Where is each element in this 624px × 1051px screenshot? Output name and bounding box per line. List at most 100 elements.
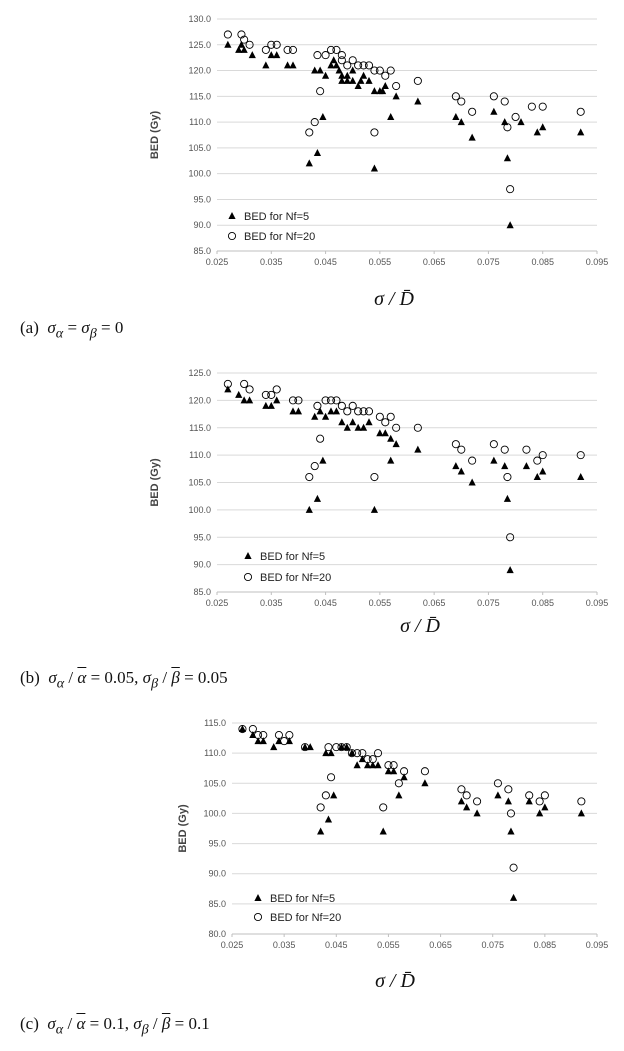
nf20-circle-point xyxy=(327,773,336,782)
legend-circle-icon xyxy=(227,231,237,241)
nf20-circle-point xyxy=(343,61,352,70)
nf5-triangle-point xyxy=(313,149,322,157)
y-tick-label: 100.0 xyxy=(188,505,211,515)
nf5-triangle-point xyxy=(473,809,481,817)
nf5-triangle-point xyxy=(259,737,267,745)
nf5-triangle-point xyxy=(273,51,281,59)
y-tick-label: 120.0 xyxy=(188,395,211,405)
y-tick-label: 110.0 xyxy=(189,117,211,127)
nf20-circle-point xyxy=(342,743,351,752)
nf5-triangle-point xyxy=(414,97,422,105)
nf5-triangle-point xyxy=(387,434,395,442)
nf5-triangle-point xyxy=(414,445,422,453)
nf5-triangle-point xyxy=(349,76,357,84)
nf5-triangle-point xyxy=(384,767,393,775)
nf5-triangle-point xyxy=(238,725,247,733)
nf20-circle-point xyxy=(280,737,289,746)
nf20-circle-point xyxy=(354,61,363,70)
y-tick-label: 85.0 xyxy=(208,899,226,909)
y-tick-label: 105.0 xyxy=(188,478,211,488)
chart-a-plot: 85.0 90.0 95.0 100.0 105.0 110.0 115.0 120.0 125… xyxy=(149,14,608,310)
nf20-circle-point xyxy=(240,379,249,389)
nf5-triangle-point xyxy=(468,478,476,486)
nf20-circle-point xyxy=(538,102,547,111)
y-tick-label: 115.0 xyxy=(189,423,211,433)
nf20-circle-point xyxy=(511,112,520,122)
nf20-circle-point xyxy=(254,731,263,740)
x-tick-label: 0.055 xyxy=(377,940,400,950)
nf5-triangle-point xyxy=(533,473,541,481)
legend-triangle-icon xyxy=(244,552,252,559)
y-tick-label: 100.0 xyxy=(188,169,211,179)
nf5-triangle-point xyxy=(316,66,324,74)
nf5-triangle-point xyxy=(321,71,330,79)
legend-label-nf5: BED for Nf=5 xyxy=(260,551,325,563)
nf20-circle-point xyxy=(368,755,377,764)
nf5-triangle-point xyxy=(289,61,297,69)
y-tick-label: 95.0 xyxy=(208,839,226,849)
chart-a-caption: (a) σα = σβ = 0 xyxy=(20,318,124,342)
nf5-triangle-point xyxy=(504,797,512,805)
nf20-circle-point xyxy=(420,767,429,776)
nf5-triangle-point xyxy=(494,791,502,799)
x-tick-label: 0.095 xyxy=(586,598,609,608)
nf5-triangle-point xyxy=(338,76,346,84)
nf5-triangle-point xyxy=(509,893,518,901)
nf20-circle-point xyxy=(240,35,249,44)
x-axis-title: σ / D̄ xyxy=(400,615,440,637)
nf5-triangle-point xyxy=(577,809,585,817)
nf5-triangle-point xyxy=(506,221,514,229)
nf5-triangle-point xyxy=(354,82,362,90)
nf20-circle-point xyxy=(381,418,390,427)
x-tick-label: 0.045 xyxy=(314,598,337,608)
nf20-circle-point xyxy=(332,396,341,405)
nf5-triangle-point xyxy=(245,396,254,404)
nf20-circle-point xyxy=(326,396,336,405)
nf5-triangle-point xyxy=(381,82,389,90)
nf5-triangle-point xyxy=(224,385,232,393)
nf20-circle-point xyxy=(337,51,346,60)
nf20-circle-point xyxy=(386,66,395,75)
nf20-circle-point xyxy=(332,45,341,54)
nf5-triangle-point xyxy=(421,779,429,787)
chart-c-caption: (c) σα / α = 0.1, σβ / β = 0.1 xyxy=(20,1014,210,1038)
nf5-triangle-point xyxy=(490,107,498,115)
legend-circle-icon xyxy=(243,572,253,582)
nf20-circle-point xyxy=(489,440,498,449)
nf20-circle-point xyxy=(364,407,374,416)
nf5-triangle-point xyxy=(392,440,400,448)
nf20-circle-point xyxy=(540,791,549,800)
nf20-circle-point xyxy=(462,791,471,800)
nf20-circle-point xyxy=(522,445,531,454)
nf5-triangle-point xyxy=(392,92,400,100)
nf20-circle-point xyxy=(506,809,516,818)
nf5-triangle-point xyxy=(457,118,465,126)
nf20-circle-point xyxy=(503,472,512,482)
nf20-circle-point xyxy=(316,87,325,96)
nf5-triangle-point xyxy=(273,396,281,404)
nf5-triangle-point xyxy=(338,71,346,79)
legend-label-nf20: BED for Nf=20 xyxy=(244,231,315,243)
nf20-circle-point xyxy=(321,791,330,800)
nf5-triangle-point xyxy=(359,423,368,431)
y-tick-label: 90.0 xyxy=(193,220,211,230)
nf5-triangle-point xyxy=(332,61,341,69)
nf5-triangle-point xyxy=(322,749,330,757)
nf20-circle-point xyxy=(363,755,372,764)
nf5-triangle-point xyxy=(363,761,372,769)
nf20-circle-point xyxy=(237,30,246,39)
nf20-circle-point xyxy=(332,743,341,752)
nf5-triangle-point xyxy=(539,123,547,131)
nf5-triangle-point xyxy=(289,407,297,415)
nf5-triangle-point xyxy=(468,133,476,141)
nf5-triangle-point xyxy=(305,159,313,167)
nf20-circle-point xyxy=(527,102,536,111)
nf20-circle-point xyxy=(348,56,357,65)
nf5-triangle-point xyxy=(338,418,346,426)
nf20-circle-point xyxy=(347,749,356,758)
nf5-triangle-point xyxy=(267,51,275,59)
nf5-triangle-point xyxy=(503,494,512,502)
nf20-circle-point xyxy=(364,61,374,70)
nf20-circle-point xyxy=(379,803,388,812)
nf5-triangle-point xyxy=(330,791,338,799)
